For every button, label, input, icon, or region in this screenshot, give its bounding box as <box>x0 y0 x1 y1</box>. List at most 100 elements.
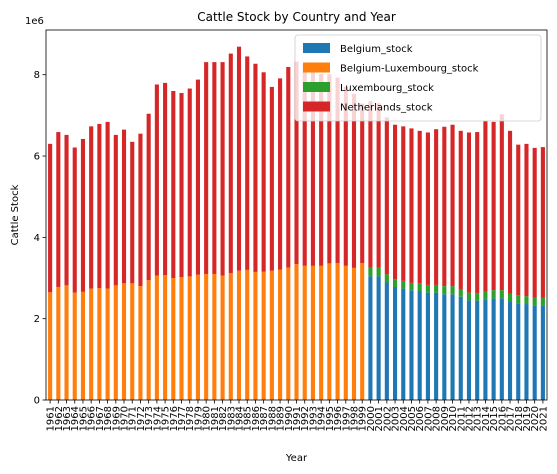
bar-2007-series-0 <box>425 292 430 400</box>
bar-1995-series-1 <box>327 263 332 400</box>
bar-1967-series-1 <box>97 288 102 400</box>
bar-1966-series-3 <box>89 126 94 289</box>
bar-1989-series-3 <box>278 78 283 270</box>
x-axis-label: Year <box>285 453 308 464</box>
bar-1976-series-3 <box>171 90 176 279</box>
bar-1979-series-3 <box>195 79 200 275</box>
bar-1996-series-1 <box>335 262 340 400</box>
bar-2014-series-2 <box>483 291 488 300</box>
bar-2010-series-3 <box>450 124 455 287</box>
bar-1980-series-3 <box>204 62 209 274</box>
bar-2008-series-2 <box>434 284 439 293</box>
bar-1988-series-1 <box>269 270 274 400</box>
bar-2019-series-0 <box>524 304 529 400</box>
bar-2005-series-0 <box>409 290 414 400</box>
bar-2008-series-3 <box>434 129 439 285</box>
bar-1980-series-1 <box>204 273 209 400</box>
bar-1987-series-1 <box>261 271 266 400</box>
bar-2012-series-0 <box>466 300 472 400</box>
x-tick-label: 2008 <box>432 406 443 431</box>
bar-1998-series-3 <box>351 93 357 268</box>
bar-2016-series-0 <box>499 298 504 400</box>
bar-2005-series-2 <box>409 282 414 291</box>
x-tick-label: 1995 <box>325 406 336 431</box>
bar-2006-series-2 <box>417 283 422 292</box>
bar-1994-series-3 <box>319 73 324 266</box>
x-tick-label: 1962 <box>54 406 65 431</box>
bar-1989-series-1 <box>278 269 283 400</box>
bar-1971-series-3 <box>130 141 135 284</box>
x-tick-label: 2000 <box>366 406 377 431</box>
bar-1999-series-1 <box>360 262 365 400</box>
bar-1990-series-1 <box>286 267 291 400</box>
x-tick-label: 2005 <box>407 406 418 431</box>
legend-label: Luxembourg_stock <box>340 83 434 94</box>
bar-2004-series-3 <box>401 126 406 281</box>
bar-1965-series-3 <box>80 138 86 292</box>
bar-2019-series-3 <box>524 143 529 297</box>
bar-1984-series-3 <box>236 46 242 271</box>
bar-1972-series-1 <box>138 286 143 400</box>
bar-1963-series-1 <box>64 285 69 400</box>
bar-2019-series-2 <box>524 296 529 305</box>
x-tick-label: 2010 <box>448 406 459 431</box>
bar-1961-series-1 <box>48 292 53 400</box>
bar-2006-series-3 <box>417 130 422 284</box>
bar-1996-series-3 <box>335 77 340 263</box>
y-tick-label: 4 <box>34 233 40 244</box>
x-tick-label: 2007 <box>423 406 434 431</box>
bar-1978-series-3 <box>187 88 192 277</box>
bar-2007-series-2 <box>425 284 430 293</box>
bar-1964-series-1 <box>72 292 77 400</box>
x-tick-label: 1985 <box>243 406 254 431</box>
y-tick-label: 0 <box>34 396 40 407</box>
bar-2020-series-3 <box>532 147 537 298</box>
legend-box <box>294 34 542 122</box>
bar-1966-series-1 <box>89 288 94 400</box>
bar-2021-series-0 <box>540 305 545 400</box>
x-tick-label: 2009 <box>440 406 451 431</box>
legend: Belgium_stock Belgium-Luxembourg_stock Lux… <box>294 34 542 122</box>
bar-2020-series-2 <box>532 297 537 306</box>
x-tick-label: 1988 <box>267 406 278 431</box>
bar-1983-series-3 <box>228 53 233 274</box>
x-tick-label: 1979 <box>193 406 204 431</box>
bar-1968-series-1 <box>105 288 110 400</box>
x-tick-label: 1991 <box>292 406 303 431</box>
bar-2016-series-3 <box>499 114 504 291</box>
bar-1982-series-3 <box>220 62 225 276</box>
bar-1972-series-3 <box>138 133 143 287</box>
bar-1977-series-3 <box>179 93 184 278</box>
bar-2003-series-3 <box>393 124 398 280</box>
x-tick-label: 2003 <box>391 406 402 431</box>
bar-2009-series-3 <box>442 126 447 287</box>
x-tick-label: 2011 <box>456 406 467 431</box>
bar-2020-series-0 <box>532 305 537 400</box>
bar-2013-series-2 <box>475 293 480 301</box>
x-tick-label: 1969 <box>111 406 122 431</box>
bar-1987-series-3 <box>261 72 266 272</box>
x-tick-label: 1976 <box>169 406 180 431</box>
legend-swatch <box>303 82 330 92</box>
axes-group: 0 2 4 6 8 19611962196319641965196619671968196… <box>34 29 549 431</box>
bar-1985-series-1 <box>245 269 250 400</box>
bar-1973-series-1 <box>146 280 151 400</box>
bar-2007-series-3 <box>425 132 430 285</box>
bar-2021-series-3 <box>540 147 545 298</box>
bar-1981-series-3 <box>212 62 217 274</box>
x-tick-label: 1994 <box>317 406 328 431</box>
bar-1982-series-1 <box>220 275 225 400</box>
bar-1984-series-1 <box>236 270 242 400</box>
bar-1985-series-3 <box>245 56 250 270</box>
chart-title: Cattle Stock by Country and Year <box>197 10 396 24</box>
x-tick-label: 1983 <box>226 406 237 431</box>
bar-2017-series-2 <box>507 293 513 303</box>
y-axis-label: Cattle Stock <box>10 184 21 245</box>
x-tick-label: 1993 <box>308 406 319 431</box>
x-tick-label: 2014 <box>481 406 492 431</box>
x-tick-label: 1999 <box>358 406 369 431</box>
x-tick-label: 1973 <box>144 406 155 431</box>
bar-2009-series-2 <box>442 286 447 295</box>
bar-2010-series-0 <box>450 294 455 400</box>
